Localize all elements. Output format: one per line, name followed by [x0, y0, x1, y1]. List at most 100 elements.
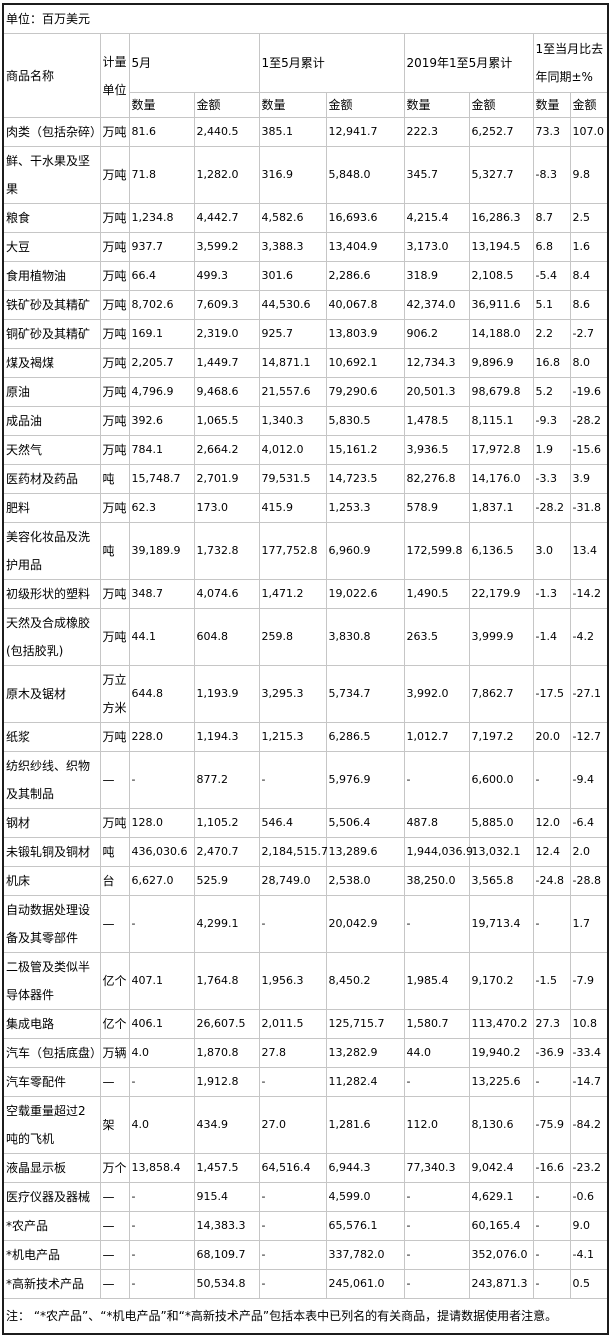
- amount-cell: 4,442.7: [193, 203, 260, 233]
- commodity-name-cell: 美容化妆品及洗护用品: [2, 522, 101, 580]
- amount-cell: -7.9: [569, 952, 609, 1010]
- quantity-cell: 13,858.4: [128, 1153, 195, 1183]
- table-row: 纺织纱线、织物及其制品 — -877.2-5,976.9-6,600.0- -9.4: [2, 751, 609, 809]
- quantity-cell: 27.0: [258, 1096, 327, 1154]
- quantity-cell: 1,956.3: [258, 952, 327, 1010]
- amount-cell: 98,679.8: [468, 377, 534, 407]
- commodity-name-cell: 集成电路: [2, 1009, 101, 1039]
- amount-cell: 9,042.4: [468, 1153, 534, 1183]
- amount-cell: 6,136.5: [468, 522, 534, 580]
- measure-unit-cell: 万吨: [99, 435, 130, 465]
- measure-unit-cell: 万辆: [99, 1038, 130, 1068]
- subheader-qty: 数量: [403, 92, 470, 118]
- amount-cell: 2,286.6: [325, 261, 405, 291]
- quantity-cell: -: [403, 751, 470, 809]
- quantity-cell: -: [532, 1182, 571, 1212]
- quantity-cell: 38,250.0: [403, 866, 470, 896]
- quantity-cell: 1,471.2: [258, 579, 327, 609]
- amount-cell: 1,837.1: [468, 493, 534, 523]
- table-row: 原油 万吨 4,796.9 9,468.6 21,557.6 79,290.6 20,501…: [2, 377, 609, 407]
- commodity-name-cell: 液晶显示板: [2, 1153, 101, 1183]
- amount-cell: 434.9: [193, 1096, 260, 1154]
- quantity-cell: 578.9: [403, 493, 470, 523]
- commodity-name-cell: 铜矿砂及其精矿: [2, 319, 101, 349]
- measure-unit-cell: 万吨: [99, 406, 130, 436]
- amount-cell: 604.8: [193, 608, 260, 666]
- quantity-cell: 42,374.0: [403, 290, 470, 320]
- amount-cell: 5,506.4: [325, 808, 405, 838]
- amount-cell: 2,701.9: [193, 464, 260, 494]
- quantity-cell: 4,012.0: [258, 435, 327, 465]
- quantity-cell: 345.7: [403, 146, 470, 204]
- measure-unit-cell: 万个: [99, 1153, 130, 1183]
- amount-cell: 10.8: [569, 1009, 609, 1039]
- amount-cell: 10,692.1: [325, 348, 405, 378]
- quantity-cell: 3,936.5: [403, 435, 470, 465]
- quantity-cell: 3.0: [532, 522, 571, 580]
- quantity-cell: 27.3: [532, 1009, 571, 1039]
- amount-cell: 65,576.1: [325, 1211, 405, 1241]
- quantity-cell: -36.9: [532, 1038, 571, 1068]
- quantity-cell: 44,530.6: [258, 290, 327, 320]
- quantity-cell: 4,215.4: [403, 203, 470, 233]
- amount-cell: -0.6: [569, 1182, 609, 1212]
- amount-cell: 1,449.7: [193, 348, 260, 378]
- quantity-cell: -: [128, 751, 195, 809]
- quantity-cell: -: [532, 751, 571, 809]
- measure-unit-cell: 万吨: [99, 808, 130, 838]
- quantity-cell: 222.3: [403, 117, 470, 147]
- measure-unit-cell: 万吨: [99, 319, 130, 349]
- quantity-cell: 2,184,515.7: [258, 837, 328, 867]
- quantity-cell: 82,276.8: [403, 464, 470, 494]
- amount-cell: -23.2: [569, 1153, 609, 1183]
- amount-cell: -4.1: [569, 1240, 609, 1270]
- amount-cell: 2.0: [569, 837, 609, 867]
- amount-cell: 1,065.5: [193, 406, 260, 436]
- amount-cell: -14.2: [569, 579, 609, 609]
- measure-unit-cell: 万吨: [99, 377, 130, 407]
- amount-cell: 2.5: [569, 203, 609, 233]
- quantity-cell: 392.6: [128, 406, 195, 436]
- measure-unit-cell: 万吨: [99, 117, 130, 147]
- col-header-unit: 计量单位: [99, 33, 130, 118]
- amount-cell: 3,999.9: [468, 608, 534, 666]
- quantity-cell: 2.2: [532, 319, 571, 349]
- quantity-cell: -: [258, 1182, 327, 1212]
- quantity-cell: 62.3: [128, 493, 195, 523]
- measure-unit-cell: —: [99, 1211, 130, 1241]
- quantity-cell: -: [128, 1211, 195, 1241]
- amount-cell: 11,282.4: [325, 1067, 405, 1097]
- amount-cell: 499.3: [193, 261, 260, 291]
- amount-cell: 8.0: [569, 348, 609, 378]
- amount-cell: 79,290.6: [325, 377, 405, 407]
- quantity-cell: 81.6: [128, 117, 195, 147]
- amount-cell: 337,782.0: [325, 1240, 405, 1270]
- table-row: 空载重量超过2吨的飞机架 4.0 434.9 27.0 1,281.6 112.0 8,13…: [2, 1096, 609, 1154]
- commodity-name-cell: 天然气: [2, 435, 101, 465]
- table-row: 铜矿砂及其精矿 万吨 169.1 2,319.0 925.7 13,803.9 906.2 1…: [2, 319, 609, 349]
- quantity-cell: 5.2: [532, 377, 571, 407]
- quantity-cell: -: [403, 1269, 470, 1299]
- quantity-cell: 784.1: [128, 435, 195, 465]
- measure-unit-cell: 万吨: [99, 290, 130, 320]
- amount-cell: 6,286.5: [325, 722, 405, 752]
- quantity-cell: -17.5: [532, 665, 571, 723]
- measure-unit-cell: 吨: [99, 522, 130, 580]
- measure-unit-cell: —: [99, 1240, 130, 1270]
- table-row: 成品油 万吨 392.6 1,065.5 1,340.3 5,830.5 1,478.5 8,…: [2, 406, 609, 436]
- amount-cell: 9,896.9: [468, 348, 534, 378]
- quantity-cell: -16.6: [532, 1153, 571, 1183]
- amount-cell: 13,282.9: [325, 1038, 405, 1068]
- quantity-cell: -28.2: [532, 493, 571, 523]
- import-commodities-table: 单位：百万美元 商品名称 计量单位 5月 1至5月累计 2019年1至5月累计 …: [2, 3, 610, 1335]
- commodity-name-cell: 未锻轧铜及铜材: [2, 837, 101, 867]
- table-row: 大豆 万吨 937.7 3,599.2 3,388.3 13,404.9 3,173.0 13…: [2, 232, 609, 262]
- amount-cell: 6,944.3: [325, 1153, 405, 1183]
- measure-unit-cell: 万吨: [99, 146, 130, 204]
- measure-unit-cell: 万吨: [99, 232, 130, 262]
- quantity-cell: 128.0: [128, 808, 195, 838]
- quantity-cell: -: [258, 751, 327, 809]
- amount-cell: 2,664.2: [193, 435, 260, 465]
- quantity-cell: 66.4: [128, 261, 195, 291]
